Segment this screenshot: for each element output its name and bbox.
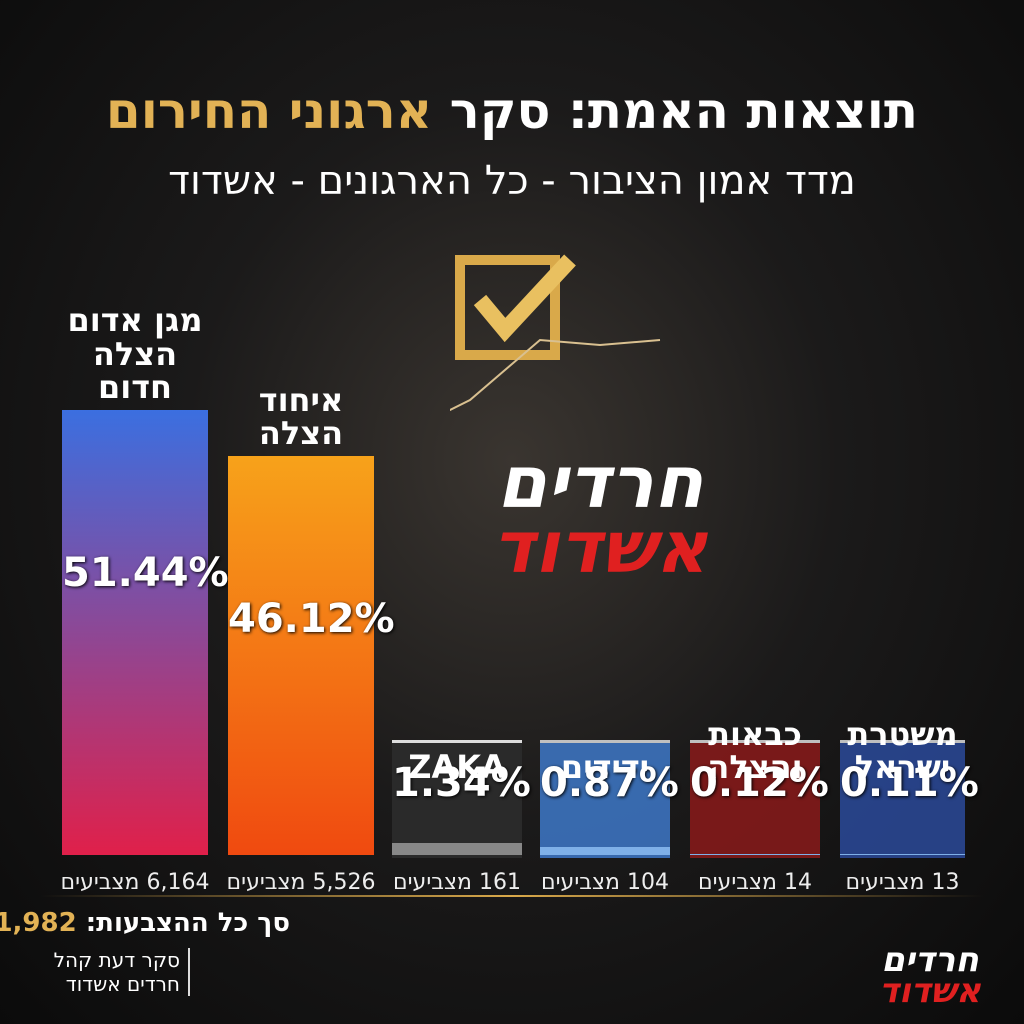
title: תוצאות האמת: סקר ארגוני החירום — [0, 82, 1024, 140]
decor-check — [450, 254, 661, 412]
source: סקר דעת קהל חרדים אשדוד — [30, 948, 190, 996]
bar — [62, 410, 208, 855]
total: סך כל ההצבעות: 11,982 — [0, 908, 290, 938]
title-main: תוצאות האמת: סקר — [449, 82, 919, 140]
divider — [40, 895, 984, 897]
category-label: ידידים — [560, 748, 650, 787]
value-label: 1.34% — [392, 760, 531, 806]
bar — [228, 456, 374, 855]
category-label: איחוד הצלה — [258, 380, 344, 453]
total-votes: 11,982 — [0, 908, 77, 938]
logo-small: חרדים אשדוד — [860, 940, 1000, 1011]
value-label: 0.12% — [690, 760, 829, 806]
category-label: ZAKA — [408, 748, 506, 787]
source-line: חרדים אשדוד — [65, 972, 180, 996]
logo-line: אשדוד — [492, 504, 708, 589]
title-highlight: ארגוני החירום — [105, 82, 433, 140]
category-label: כבאות והצלה — [707, 714, 803, 787]
label-box — [540, 740, 670, 858]
vote-label: 5,526 מצביעים — [226, 870, 376, 895]
value-label: 51.44% — [62, 550, 229, 597]
bar — [540, 847, 670, 855]
value-label: 46.12% — [228, 596, 395, 643]
subtitle: מדד אמון הציבור - כל הארגונים - אשדוד — [168, 158, 856, 204]
label-box — [690, 740, 820, 858]
vote-label: 14 מצביעים — [698, 870, 812, 895]
vote-label: 161 מצביעים — [393, 870, 521, 895]
vote-label: 6,164 מצביעים — [60, 870, 210, 895]
logo-line: אשדוד — [879, 970, 981, 1011]
bar — [392, 843, 522, 855]
logo-line: חרדים — [496, 440, 704, 524]
vote-label: 104 מצביעים — [541, 870, 669, 895]
label-box — [392, 740, 522, 858]
value-label: 0.87% — [540, 760, 679, 806]
total-text: סך כל ההצבעות: — [85, 908, 290, 938]
bar — [690, 853, 820, 855]
source-line: סקר דעת קהל — [53, 948, 180, 972]
category-label: מגן אדום הצלה חדום — [67, 301, 203, 407]
category-label: משטרת ישראל — [847, 714, 958, 787]
bar — [840, 854, 965, 855]
value-label: 0.11% — [840, 760, 979, 806]
logo: חרדים אשדוד — [430, 440, 770, 589]
logo-line: חרדים — [881, 940, 979, 980]
label-box — [840, 740, 965, 858]
vote-label: 13 מצביעים — [845, 870, 960, 895]
